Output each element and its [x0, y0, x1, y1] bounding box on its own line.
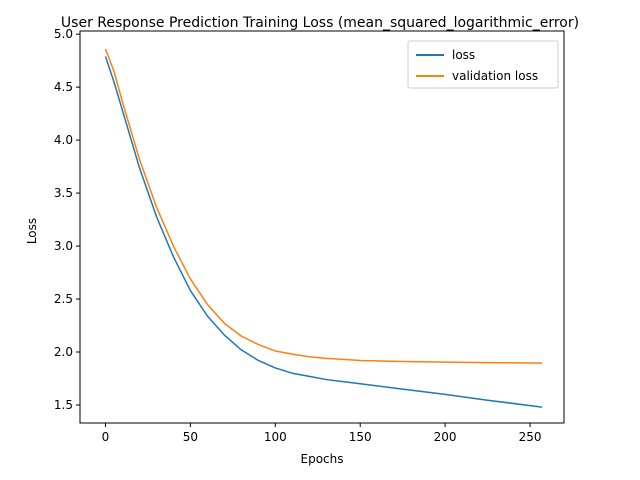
x-axis-label: Epochs	[301, 452, 344, 466]
x-tick-label: 50	[183, 430, 198, 444]
y-tick-label: 2.5	[54, 292, 73, 306]
y-axis: 1.5 2.0 2.5 3.0 3.5 4.0 4.5 5.0	[54, 27, 80, 412]
y-tick-label: 4.5	[54, 80, 73, 94]
plot-frame	[79, 30, 565, 424]
legend-box	[407, 40, 559, 89]
y-tick-label: 3.0	[54, 239, 73, 253]
series-line-validation-loss	[104, 48, 542, 364]
x-tick-label: 100	[264, 430, 287, 444]
x-axis: 0 50 100 150 200 250	[102, 423, 542, 444]
y-tick-label: 1.5	[54, 398, 73, 412]
series-line-loss	[104, 56, 543, 408]
x-tick-label: 0	[102, 430, 110, 444]
chart-title: User Response Prediction Training Loss (…	[61, 15, 579, 31]
x-tick-label: 200	[434, 430, 457, 444]
legend: loss validation loss	[407, 40, 559, 89]
plot-area	[79, 30, 565, 424]
x-tick-label: 150	[349, 430, 372, 444]
y-tick-label: 3.5	[54, 186, 73, 200]
legend-label-validation-loss: validation loss	[452, 69, 538, 83]
y-tick-label: 5.0	[54, 27, 73, 41]
y-tick-label: 4.0	[54, 133, 73, 147]
x-tick-label: 250	[519, 430, 542, 444]
y-axis-label: Loss	[25, 218, 39, 244]
legend-label-loss: loss	[452, 48, 475, 62]
y-tick-label: 2.0	[54, 345, 73, 359]
series-layer	[104, 48, 543, 408]
